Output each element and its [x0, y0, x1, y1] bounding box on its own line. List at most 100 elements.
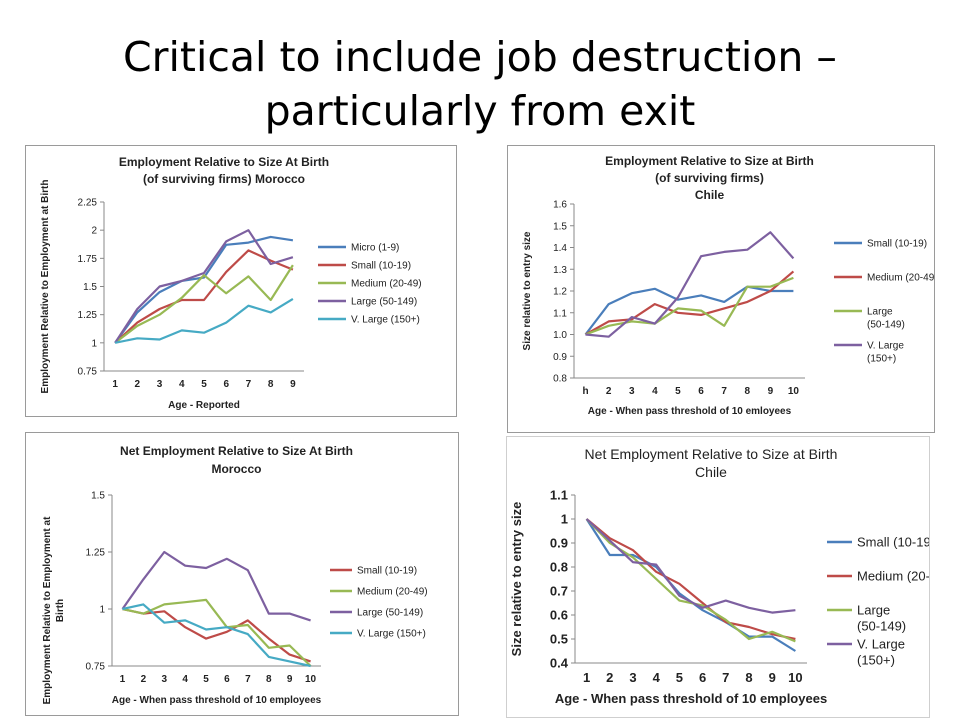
y-tick-label: 1.25 — [86, 548, 106, 559]
chart-title-line: Chile — [695, 464, 727, 480]
y-tick-label: 2 — [91, 226, 97, 237]
chart-chile-surviving: Employment Relative to Size at Birth (of … — [507, 145, 935, 433]
x-tick-label: 4 — [652, 386, 658, 397]
y-tick-label: 1.5 — [83, 282, 97, 293]
y-tick-label: 1.2 — [553, 287, 567, 298]
y-tick-label: 1.5 — [91, 491, 105, 502]
chart-title-line: Net Employment Relative to Size At Birth — [120, 444, 353, 458]
x-tick-label: 2 — [606, 386, 612, 397]
chart-title-line: (of surviving firms) Morocco — [143, 172, 305, 186]
legend-label: Small (10-19) — [857, 535, 930, 550]
x-tick-label: 10 — [788, 670, 802, 685]
chart-title-line: (of surviving firms) — [655, 171, 764, 185]
series-line — [585, 518, 796, 641]
y-tick-label: 0.8 — [553, 374, 567, 385]
x-tick-label: h — [582, 386, 588, 397]
legend-label: V. Large — [867, 341, 904, 352]
legend-label: Medium (20-49) — [351, 279, 422, 290]
chart-title-line: Morocco — [211, 462, 261, 476]
y-axis-label: Employment Relative to Employment at Bir… — [40, 180, 51, 394]
chart-title-line: Net Employment Relative to Size at Birth — [585, 446, 838, 462]
legend-label: (150+) — [857, 653, 895, 668]
x-tick-label: 6 — [699, 670, 706, 685]
x-tick-label: 2 — [141, 674, 147, 685]
series-line — [114, 264, 294, 344]
x-tick-label: 8 — [745, 670, 752, 685]
series-line — [114, 297, 294, 344]
series-line — [584, 285, 794, 336]
x-tick-label: 10 — [788, 386, 800, 397]
x-tick-label: 9 — [768, 386, 774, 397]
series-line — [585, 518, 796, 614]
x-tick-label: 4 — [179, 379, 185, 390]
x-tick-label: 2 — [135, 379, 141, 390]
legend-label: Large — [867, 307, 893, 318]
y-tick-label: 0.6 — [550, 608, 568, 623]
chart-title-line: Employment Relative to Size at Birth — [605, 154, 814, 168]
y-tick-label: 1.75 — [78, 254, 98, 265]
series-line — [122, 603, 311, 668]
y-tick-label: 1.4 — [553, 243, 567, 254]
legend-label: Medium (20-49) — [867, 273, 935, 284]
x-tick-label: 8 — [266, 674, 272, 685]
y-tick-label: 2.25 — [78, 198, 98, 209]
x-tick-label: 8 — [744, 386, 750, 397]
y-tick-label: 0.5 — [550, 632, 568, 647]
y-axis-label: Birth — [55, 599, 66, 622]
series-line — [585, 518, 796, 643]
legend-label: Micro (1-9) — [351, 243, 399, 254]
x-tick-label: 1 — [583, 670, 590, 685]
legend-label: V. Large (150+) — [357, 629, 426, 640]
x-tick-label: 4 — [182, 674, 188, 685]
y-tick-label: 1.6 — [553, 200, 567, 211]
legend-label: Medium (20-49) — [357, 587, 428, 598]
x-tick-label: 7 — [245, 674, 251, 685]
x-axis-label: Age - When pass threshold of 10 employee… — [112, 695, 322, 706]
x-tick-label: 1 — [120, 674, 126, 685]
chart-morocco-net: Net Employment Relative to Size At Birth… — [25, 432, 459, 716]
chart-morocco-surviving: Employment Relative to Size At Birth (of … — [25, 145, 457, 417]
series-line — [122, 607, 311, 663]
legend-label: Large — [857, 603, 890, 618]
legend-label: (150+) — [867, 354, 896, 365]
y-tick-label: 1.25 — [78, 310, 98, 321]
chart-title-line: Employment Relative to Size At Birth — [119, 155, 329, 169]
x-tick-label: 9 — [290, 379, 296, 390]
slide-title-line-1: Critical to include job destruction – — [123, 33, 837, 81]
x-tick-label: 5 — [675, 386, 681, 397]
series-line — [122, 598, 312, 667]
x-tick-label: 7 — [721, 386, 727, 397]
x-tick-label: 9 — [287, 674, 293, 685]
legend-label: Small (10-19) — [867, 239, 927, 250]
x-tick-label: 3 — [157, 379, 163, 390]
x-tick-label: 5 — [201, 379, 207, 390]
y-tick-label: 0.75 — [78, 367, 98, 378]
series-line — [585, 231, 795, 338]
chart-svg: Employment Relative to Size At Birth (of … — [40, 155, 422, 411]
chart-svg: Net Employment Relative to Size at Birth… — [509, 446, 930, 706]
y-tick-label: 0.9 — [550, 536, 568, 551]
slide-title: Critical to include job destruction – pa… — [0, 30, 960, 138]
x-tick-label: 5 — [203, 674, 209, 685]
chart-chile-net: Net Employment Relative to Size at Birth… — [506, 436, 930, 718]
y-tick-label: 0.4 — [550, 656, 569, 671]
series-line — [114, 249, 294, 344]
series-line — [114, 235, 294, 344]
x-tick-label: 6 — [224, 674, 230, 685]
x-tick-label: 7 — [722, 670, 729, 685]
y-tick-label: 1.5 — [553, 221, 567, 232]
x-axis-label: Age - When pass threshold of 10 employee… — [555, 691, 827, 706]
y-tick-label: 1.1 — [553, 308, 567, 319]
x-tick-label: 6 — [698, 386, 704, 397]
x-tick-label: 8 — [268, 379, 274, 390]
x-tick-label: 9 — [769, 670, 776, 685]
y-axis-label: Size relative to entry size — [522, 231, 533, 350]
legend-label: (50-149) — [867, 320, 905, 331]
x-tick-label: 6 — [223, 379, 229, 390]
y-tick-label: 0.8 — [550, 560, 568, 575]
slide-title-line-2: particularly from exit — [264, 87, 696, 135]
y-axis-label: Size relative to entry size — [509, 502, 524, 657]
x-tick-label: 7 — [246, 379, 252, 390]
legend-label: V. Large (150+) — [351, 315, 420, 326]
x-tick-label: 2 — [606, 670, 613, 685]
